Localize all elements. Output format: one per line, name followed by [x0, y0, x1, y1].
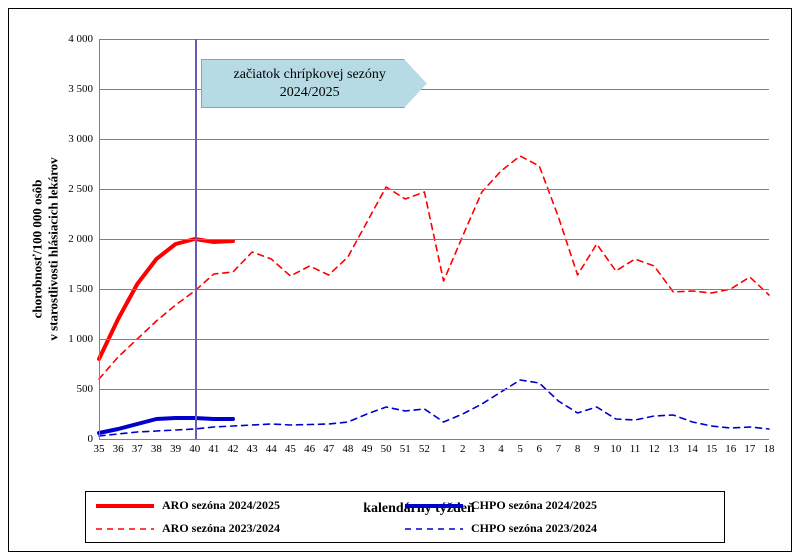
series-aro_2425	[99, 239, 233, 359]
y-tick: 1 500	[68, 283, 99, 295]
x-tick: 36	[113, 439, 124, 455]
x-tick: 47	[323, 439, 334, 455]
legend-label: ARO sezóna 2024/2025	[162, 498, 280, 513]
gridline	[99, 189, 769, 190]
x-tick: 43	[247, 439, 258, 455]
x-tick: 41	[208, 439, 219, 455]
x-tick: 45	[285, 439, 296, 455]
legend: ARO sezóna 2024/2025 CHPO sezóna 2024/202…	[85, 491, 725, 543]
legend-swatch	[96, 499, 154, 513]
gridline	[99, 289, 769, 290]
x-tick: 4	[498, 439, 504, 455]
x-tick: 5	[517, 439, 523, 455]
x-tick: 7	[556, 439, 562, 455]
x-tick: 2	[460, 439, 466, 455]
season-start-line	[195, 39, 197, 439]
x-tick: 40	[189, 439, 200, 455]
x-tick: 39	[170, 439, 181, 455]
callout-line2: 2024/2025	[212, 84, 408, 102]
legend-label: CHPO sezóna 2024/2025	[471, 498, 597, 513]
x-tick: 49	[362, 439, 373, 455]
x-tick: 50	[381, 439, 392, 455]
x-tick: 37	[132, 439, 143, 455]
y-tick: 3 000	[68, 133, 99, 145]
legend-item-aro_2425: ARO sezóna 2024/2025	[96, 498, 405, 513]
legend-label: ARO sezóna 2023/2024	[162, 521, 280, 536]
y-axis-label: chorobnosť/100 000 osôb v starostlivosti…	[29, 157, 60, 340]
y-tick: 2 500	[68, 183, 99, 195]
plot-region: 05001 0001 5002 0002 5003 0003 5004 0003…	[99, 39, 769, 439]
legend-item-aro_2324: ARO sezóna 2023/2024	[96, 521, 405, 536]
y-axis-line	[99, 39, 100, 439]
season-callout: začiatok chrípkovej sezóny2024/2025	[201, 59, 427, 108]
legend-item-chpo_2324: CHPO sezóna 2023/2024	[405, 521, 714, 536]
x-tick: 12	[649, 439, 660, 455]
x-tick: 42	[228, 439, 239, 455]
x-tick: 14	[687, 439, 698, 455]
x-tick: 46	[304, 439, 315, 455]
x-tick: 44	[266, 439, 277, 455]
x-tick: 6	[537, 439, 543, 455]
gridline	[99, 139, 769, 140]
x-tick: 18	[764, 439, 775, 455]
x-tick: 35	[94, 439, 105, 455]
gridline	[99, 239, 769, 240]
gridline	[99, 39, 769, 40]
x-tick: 8	[575, 439, 581, 455]
legend-label: CHPO sezóna 2023/2024	[471, 521, 597, 536]
x-tick: 10	[610, 439, 621, 455]
gridline	[99, 89, 769, 90]
x-tick: 1	[441, 439, 447, 455]
legend-item-chpo_2425: CHPO sezóna 2024/2025	[405, 498, 714, 513]
chart-frame: chorobnosť/100 000 osôb v starostlivosti…	[8, 8, 792, 552]
x-tick: 13	[668, 439, 679, 455]
x-tick: 11	[630, 439, 641, 455]
x-tick: 9	[594, 439, 600, 455]
ylabel-line1: chorobnosť/100 000 osôb	[29, 180, 44, 319]
x-tick: 38	[151, 439, 162, 455]
y-tick: 1 000	[68, 333, 99, 345]
x-tick: 48	[342, 439, 353, 455]
y-tick: 500	[77, 383, 100, 395]
x-tick: 3	[479, 439, 485, 455]
gridline	[99, 339, 769, 340]
x-tick: 15	[706, 439, 717, 455]
x-tick: 52	[419, 439, 430, 455]
y-tick: 2 000	[68, 233, 99, 245]
ylabel-line2: v starostlivosti hlásiacich lekárov	[45, 157, 60, 340]
y-tick: 4 000	[68, 33, 99, 45]
legend-swatch	[405, 522, 463, 536]
y-tick: 3 500	[68, 83, 99, 95]
x-tick: 17	[744, 439, 755, 455]
legend-swatch	[405, 499, 463, 513]
x-tick: 51	[400, 439, 411, 455]
gridline	[99, 389, 769, 390]
callout-line1: začiatok chrípkovej sezóny	[212, 66, 408, 84]
chart-area: chorobnosť/100 000 osôb v starostlivosti…	[59, 19, 779, 479]
legend-swatch	[96, 522, 154, 536]
x-tick: 16	[725, 439, 736, 455]
